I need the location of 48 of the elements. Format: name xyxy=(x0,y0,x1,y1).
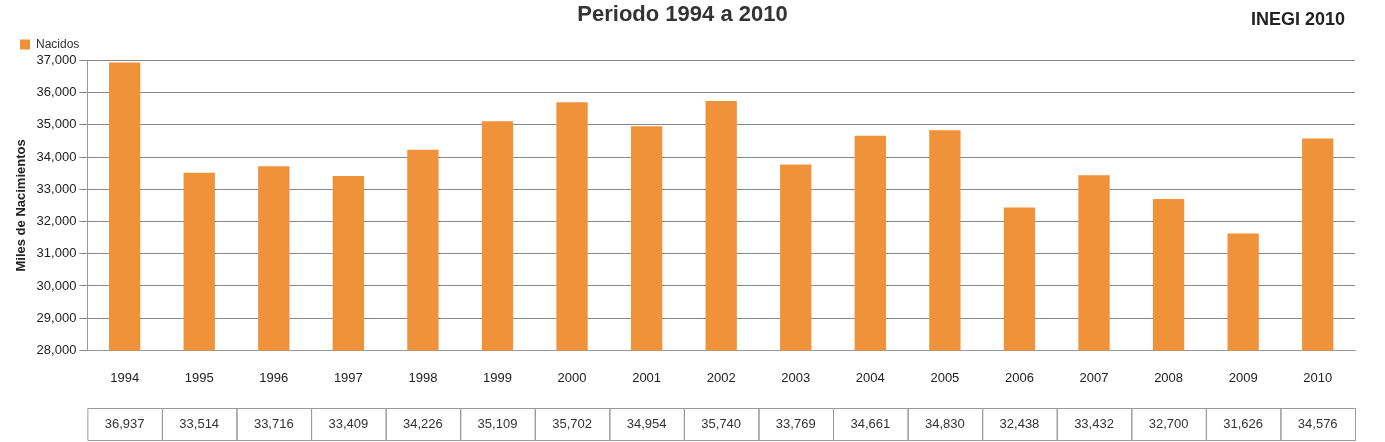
y-tick-label: 35,000 xyxy=(36,116,77,132)
x-tick-label: 1996 xyxy=(259,369,289,385)
y-tick-label: 32,000 xyxy=(36,213,77,229)
x-tick-label: 2003 xyxy=(781,369,811,385)
x-tick-label: 1999 xyxy=(483,369,512,385)
x-tick-label: 1997 xyxy=(333,369,363,385)
y-tick-label: 30,000 xyxy=(36,277,77,293)
y-tick-label: 34,000 xyxy=(36,148,77,164)
data-label: 34,576 xyxy=(1297,415,1338,431)
data-label: 36,937 xyxy=(104,415,145,431)
x-tick-label: 2008 xyxy=(1154,369,1184,385)
data-label: 34,226 xyxy=(403,415,443,431)
data-label: 33,716 xyxy=(253,415,294,431)
data-label: 32,438 xyxy=(999,415,1040,431)
legend-label: Nacidos xyxy=(36,36,80,51)
text: INEGI 2010 xyxy=(1250,8,1345,29)
y-tick-label: 29,000 xyxy=(36,309,77,325)
data-label: 33,409 xyxy=(328,415,369,431)
chart-title: Periodo 1994 a 2010 xyxy=(577,1,788,27)
y-tick-label: 31,000 xyxy=(36,245,77,261)
data-label: 35,702 xyxy=(552,415,592,431)
y-tick-label: 33,000 xyxy=(36,180,77,196)
data-label: 35,740 xyxy=(701,415,742,431)
data-label: 35,109 xyxy=(477,415,518,431)
x-tick-label: 2000 xyxy=(557,369,587,385)
y-axis-title: Miles de Nacimientos xyxy=(13,139,29,272)
x-tick-label: 2007 xyxy=(1079,369,1109,385)
x-tick-label: 2002 xyxy=(706,369,736,385)
x-tick-label: 1998 xyxy=(408,369,438,385)
data-label: 34,830 xyxy=(925,415,965,431)
y-tick-label: 37,000 xyxy=(36,51,77,67)
data-label: 33,514 xyxy=(179,415,220,431)
x-tick-label: 2009 xyxy=(1228,369,1258,385)
x-tick-label: 2005 xyxy=(930,369,960,385)
data-label: 34,954 xyxy=(626,415,667,431)
x-tick-label: 2004 xyxy=(855,369,885,385)
data-label: 33,432 xyxy=(1074,415,1114,431)
x-tick-label: 2006 xyxy=(1004,369,1034,385)
data-label: 31,626 xyxy=(1223,415,1264,431)
data-label: 33,769 xyxy=(775,415,816,431)
data-label: 32,700 xyxy=(1148,415,1189,431)
x-tick-label: 2010 xyxy=(1303,369,1333,385)
x-tick-label: 1995 xyxy=(184,369,214,385)
x-tick-label: 1994 xyxy=(110,369,140,385)
x-tick-label: 2001 xyxy=(632,369,662,385)
y-tick-label: 28,000 xyxy=(36,341,77,357)
y-tick-label: 36,000 xyxy=(36,84,77,100)
data-label: 34,661 xyxy=(850,415,891,431)
